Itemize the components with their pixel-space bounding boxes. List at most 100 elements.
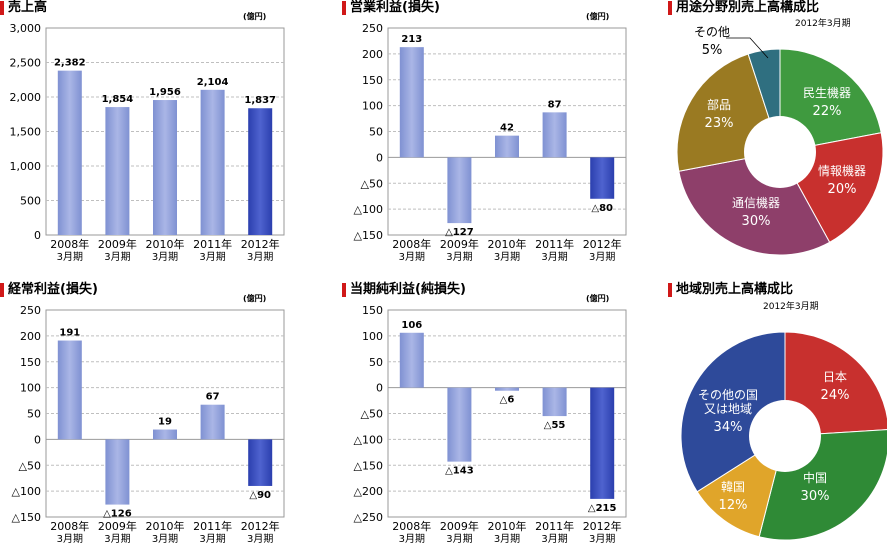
ordinary-income-data-label: 19	[158, 417, 172, 428]
operating-income-x-label: 2011年 3月期	[535, 237, 574, 263]
ordinary-income-ytick-label: △50	[19, 459, 41, 472]
operating-income-bar	[399, 47, 424, 158]
segment-slice-value: 22%	[813, 104, 842, 119]
operating-income-data-label: △80	[591, 203, 613, 214]
sales-x-label: 2012年 3月期	[241, 237, 280, 263]
operating-income-chart-svg: 250 200 150 100 50 0 △50 △100 △150 213 2008年 3月期 △12…	[354, 22, 627, 263]
ordinary-income-bar	[153, 429, 177, 440]
net-income-bar	[590, 387, 615, 499]
net-income-x-label: 2009年 3月期	[440, 519, 479, 545]
region-pie-hole	[749, 400, 821, 472]
operating-income-x-label: 2008年 3月期	[392, 237, 431, 263]
segment-slice-value: 30%	[742, 214, 771, 229]
ordinary-income-ytick-label: 50	[27, 408, 41, 421]
ordinary-income-data-label: 191	[59, 328, 80, 339]
region-pie-title: 地域別売上高構成比	[668, 282, 793, 298]
operating-income-chart-unit: (億円)	[586, 12, 610, 21]
sales-data-label: 2,382	[54, 58, 86, 69]
sales-x-label: 2010年 3月期	[146, 237, 185, 263]
sales-ytick-label: 500	[20, 195, 41, 208]
operating-income-ytick-label: 250	[362, 22, 383, 35]
segment-leader-line	[726, 37, 769, 59]
net-income-ytick-label: △250	[354, 511, 383, 524]
operating-income-bar	[447, 157, 472, 224]
operating-income-ytick-label: 150	[362, 74, 383, 87]
operating-income-x-label: 2010年 3月期	[488, 237, 527, 263]
sales-ytick-label: 1,500	[10, 126, 42, 139]
ordinary-income-chart-svg: 250 200 150 100 50 0 △50 △100 △150 191 2008年 3月期 △12…	[12, 304, 285, 545]
ordinary-income-ytick-label: 250	[20, 304, 41, 317]
net-income-bar	[495, 387, 519, 391]
segment-slice-label: 情報機器	[818, 163, 866, 178]
ordinary-income-data-label: △90	[249, 490, 271, 501]
sales-ytick-label: 0	[34, 229, 41, 242]
net-income-bar	[399, 332, 424, 388]
sales-x-label: 2008年 3月期	[50, 237, 89, 263]
sales-chart-unit: (億円)	[243, 12, 267, 21]
region-slice-value: 24%	[821, 388, 850, 403]
operating-income-ytick-label: △100	[354, 203, 383, 216]
sales-ytick-label: 2,500	[10, 57, 42, 70]
segment-pie-subtitle: 2012年3月期	[795, 19, 851, 29]
net-income-data-label: △215	[588, 503, 617, 514]
ordinary-income-chart-unit: (億円)	[243, 294, 267, 303]
sales-bar	[200, 89, 225, 235]
net-income-x-label: 2010年 3月期	[488, 519, 527, 545]
sales-chart-svg: 3,000 2,500 2,000 1,500 1,000 500 0 2,382 2008年 3…	[10, 22, 285, 263]
region-slice-label: 韓国	[721, 480, 745, 494]
ordinary-income-ytick-label: 0	[34, 433, 41, 446]
operating-income-data-label: 213	[401, 34, 422, 45]
ordinary-income-ytick-label: 150	[20, 356, 41, 369]
sales-ytick-label: 3,000	[10, 22, 42, 35]
ordinary-income-x-label: 2008年 3月期	[50, 519, 89, 545]
region-slice-value: 12%	[719, 498, 748, 513]
operating-income-ytick-label: 0	[376, 151, 383, 164]
segment-pie-hole	[744, 116, 816, 188]
ordinary-income-chart-title: 経常利益(損失)	[0, 282, 98, 298]
operating-income-data-label: 42	[500, 123, 514, 134]
net-income-x-label: 2011年 3月期	[535, 519, 574, 545]
segment-slice-label: その他	[694, 25, 730, 39]
sales-bar	[248, 108, 273, 235]
ordinary-income-x-label: 2011年 3月期	[193, 519, 232, 545]
sales-bar	[57, 70, 82, 235]
segment-slice-label: 部品	[707, 97, 731, 112]
net-income-bar	[542, 387, 567, 417]
net-income-ytick-label: △150	[354, 459, 383, 472]
segment-slice-value: 20%	[828, 182, 857, 197]
ordinary-income-x-label: 2012年 3月期	[241, 519, 280, 545]
region-slice-label: 中国	[803, 470, 827, 485]
segment-pie-slice	[779, 48, 882, 153]
ordinary-income-bar	[57, 340, 82, 440]
net-income-data-label: △143	[445, 466, 474, 477]
segment-slice-value: 5%	[702, 43, 723, 58]
sales-data-label: 1,837	[244, 95, 276, 106]
operating-income-data-label: 87	[548, 99, 562, 110]
operating-income-chart-panel: 営業利益(損失) (億円) 250 200 150 100 50 0 △50 △100 △150…	[342, 0, 632, 270]
region-slice-value: 34%	[714, 420, 743, 435]
operating-income-ytick-label: 50	[369, 126, 383, 139]
sales-chart-title: 売上高	[0, 0, 47, 16]
segment-slice-label: 通信機器	[732, 195, 780, 210]
operating-income-ytick-label: 200	[362, 48, 383, 61]
net-income-ytick-label: △200	[354, 485, 383, 498]
operating-income-bar	[542, 112, 567, 158]
net-income-x-label: 2008年 3月期	[392, 519, 431, 545]
ordinary-income-ytick-label: 200	[20, 330, 41, 343]
operating-income-data-label: △127	[445, 227, 474, 238]
ordinary-income-bar	[248, 439, 273, 486]
ordinary-income-x-label: 2010年 3月期	[146, 519, 185, 545]
net-income-ytick-label: 50	[369, 356, 383, 369]
operating-income-ytick-label: △150	[354, 229, 383, 242]
sales-x-label: 2011年 3月期	[193, 237, 232, 263]
segment-pie-title: 用途分野別売上高構成比	[668, 0, 819, 16]
sales-data-label: 1,956	[149, 87, 181, 98]
operating-income-x-label: 2012年 3月期	[583, 237, 622, 263]
ordinary-income-ytick-label: △100	[12, 485, 41, 498]
operating-income-x-label: 2009年 3月期	[440, 237, 479, 263]
segment-slice-value: 23%	[705, 116, 734, 131]
net-income-ytick-label: 150	[362, 304, 383, 317]
net-income-ytick-label: 0	[376, 382, 383, 395]
region-pie-subtitle: 2012年3月期	[763, 302, 819, 312]
sales-chart-panel: 売上高 (億円) 3,000 2,500 2,000 1,500 1,000 500 0 2,…	[0, 0, 290, 270]
